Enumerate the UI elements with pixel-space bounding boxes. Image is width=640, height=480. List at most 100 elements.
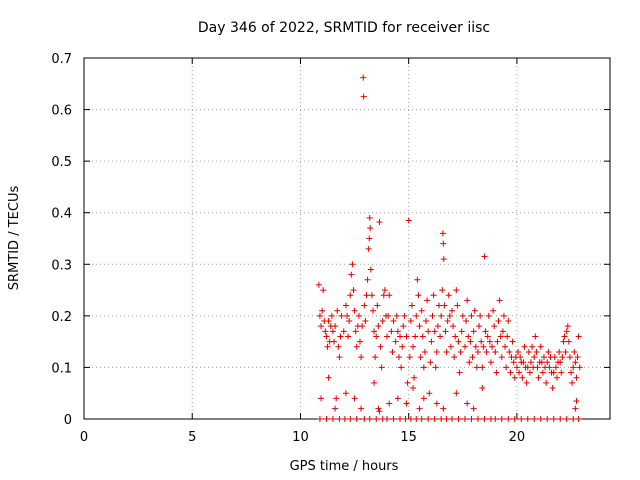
data-point: [575, 333, 582, 340]
data-point: [418, 416, 425, 422]
data-point: [469, 354, 476, 361]
data-point: [543, 379, 550, 386]
data-point: [531, 416, 538, 422]
data-point: [397, 416, 404, 422]
data-point: [398, 364, 405, 371]
data-point: [558, 369, 565, 376]
data-point: [323, 333, 330, 340]
data-point: [492, 416, 499, 422]
data-point: [510, 359, 517, 366]
data-point: [400, 323, 407, 330]
data-point: [493, 369, 500, 376]
data-point: [553, 374, 560, 381]
data-point: [381, 287, 388, 294]
data-point: [498, 354, 505, 361]
data-point: [413, 416, 420, 422]
data-point: [358, 405, 365, 412]
data-point: [502, 343, 509, 350]
chart-title: Day 346 of 2022, SRMTID for receiver iis…: [198, 20, 490, 36]
data-point: [366, 416, 373, 422]
data-point: [527, 359, 534, 366]
data-point: [572, 359, 579, 366]
y-tick-label: 0.2: [51, 310, 72, 325]
data-point: [492, 348, 499, 355]
data-point: [455, 338, 462, 345]
data-point: [535, 374, 542, 381]
data-point: [380, 292, 387, 299]
data-point: [403, 400, 410, 407]
data-point: [495, 318, 502, 325]
data-point: [573, 397, 580, 404]
data-point: [355, 312, 362, 319]
data-point: [465, 333, 472, 340]
axis-ticks: [83, 57, 610, 420]
data-point: [470, 405, 477, 412]
data-point: [563, 328, 570, 335]
data-point: [325, 318, 332, 325]
data-point: [444, 318, 451, 325]
data-point: [453, 390, 460, 397]
data-point: [344, 312, 350, 319]
data-point: [526, 369, 533, 376]
data-point: [565, 338, 572, 345]
data-point: [316, 312, 323, 319]
data-point: [404, 379, 411, 386]
data-point: [350, 287, 357, 294]
data-point: [361, 302, 368, 309]
data-point: [544, 359, 551, 366]
data-point: [356, 338, 363, 345]
data-point: [342, 302, 349, 309]
data-point: [342, 390, 349, 397]
data-point: [550, 369, 557, 376]
data-point: [505, 416, 512, 422]
data-point: [410, 385, 417, 392]
data-point: [545, 348, 552, 355]
data-point: [568, 369, 575, 376]
data-point: [498, 416, 505, 422]
data-point: [377, 343, 384, 350]
data-point: [446, 312, 453, 319]
y-tick-label: 0.3: [51, 258, 72, 273]
data-point: [471, 307, 478, 314]
data-point: [379, 318, 386, 325]
data-point: [564, 323, 571, 330]
data-point: [443, 348, 450, 355]
data-point: [322, 328, 329, 335]
data-point: [494, 338, 501, 345]
data-point: [367, 266, 374, 273]
data-point: [335, 343, 342, 350]
data-point: [362, 318, 369, 325]
data-point: [549, 385, 556, 392]
data-point: [489, 343, 496, 350]
data-point: [455, 416, 462, 422]
data-point: [463, 318, 470, 325]
data-point: [360, 93, 367, 100]
data-point: [351, 395, 358, 402]
data-point: [441, 302, 448, 309]
data-point: [361, 416, 368, 422]
data-point: [546, 364, 553, 371]
data-point: [341, 416, 348, 422]
x-tick-label: 15: [400, 430, 417, 445]
x-tick-label: 5: [188, 430, 196, 445]
data-point: [408, 302, 415, 309]
data-point: [468, 416, 475, 422]
data-point: [415, 292, 422, 299]
data-point: [393, 312, 400, 319]
data-point: [417, 354, 424, 361]
data-point: [484, 333, 491, 340]
data-point: [371, 328, 378, 335]
data-point: [490, 307, 497, 314]
data-point: [413, 312, 420, 319]
y-tick-label: 0.1: [51, 361, 72, 376]
data-point: [445, 292, 452, 299]
data-point: [521, 343, 528, 350]
data-point: [433, 400, 440, 407]
x-tick-label: 0: [80, 430, 88, 445]
data-point: [378, 364, 385, 371]
data-point: [448, 307, 455, 314]
data-point: [523, 379, 530, 386]
data-point: [368, 292, 375, 299]
data-point: [561, 333, 568, 340]
data-point: [402, 416, 409, 422]
